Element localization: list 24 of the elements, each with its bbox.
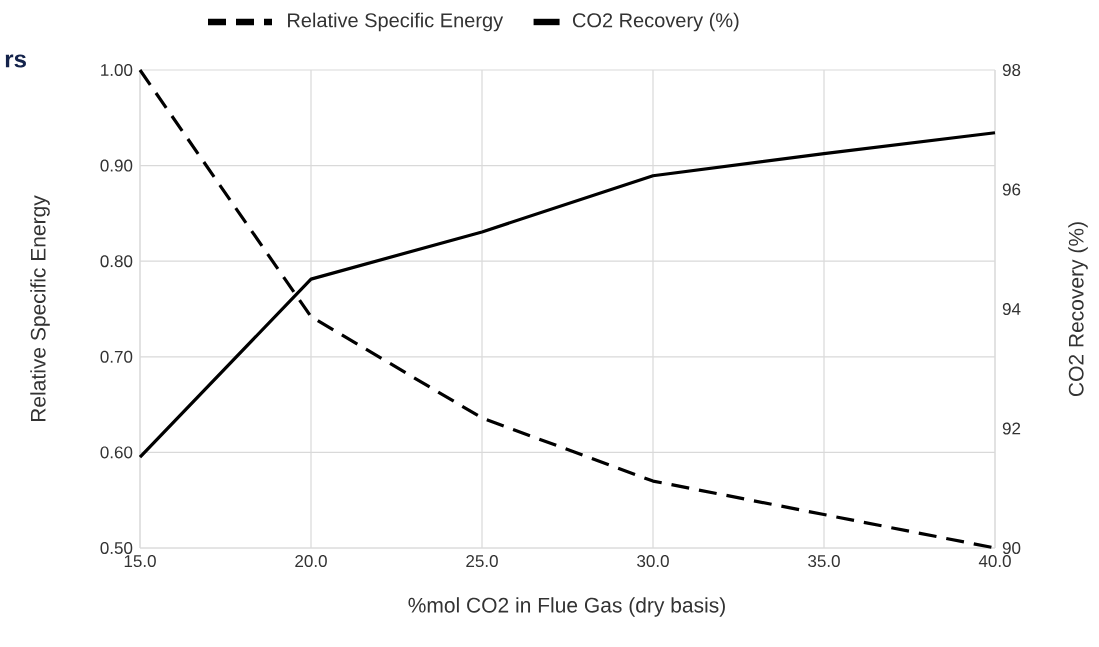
y2-tick-label: 94 (1002, 302, 1021, 316)
y-tick-label: 0.70 (100, 350, 133, 363)
x-tick-label: 30.0 (637, 555, 669, 568)
x-tick-label: 25.0 (466, 555, 498, 568)
legend-label: CO2 Recovery (%) (572, 12, 739, 32)
y-tick-label: 0.80 (100, 255, 133, 268)
y2-tick-label: 96 (1002, 183, 1021, 196)
y-tick-label: 0.60 (100, 446, 133, 459)
y-tick-label: 0.90 (100, 159, 133, 172)
y-tick-label: 1.00 (101, 63, 133, 76)
y2-axis-title: CO2 Recovery (%) (1068, 222, 1088, 397)
line-series (138, 131, 997, 459)
x-tick-label: 20.0 (295, 555, 327, 568)
x-tick-label: 35.0 (808, 555, 840, 568)
legend-label: Relative Specific Energy (288, 12, 504, 32)
y2-tick-label: 92 (1002, 422, 1021, 435)
y-tick-label: 0.50 (100, 541, 133, 554)
x-tick-label: 15.0 (124, 555, 156, 568)
y2-tick-label: 90 (1002, 541, 1021, 554)
x-tick-label: 40.0 (978, 555, 1011, 568)
text: rs (5, 54, 26, 68)
y-axis-title: Relative Specific Energy (30, 195, 50, 422)
y2-tick-label: 98 (1002, 64, 1021, 77)
x-axis-title: %mol CO2 in Flue Gas (dry basis) (408, 597, 725, 617)
